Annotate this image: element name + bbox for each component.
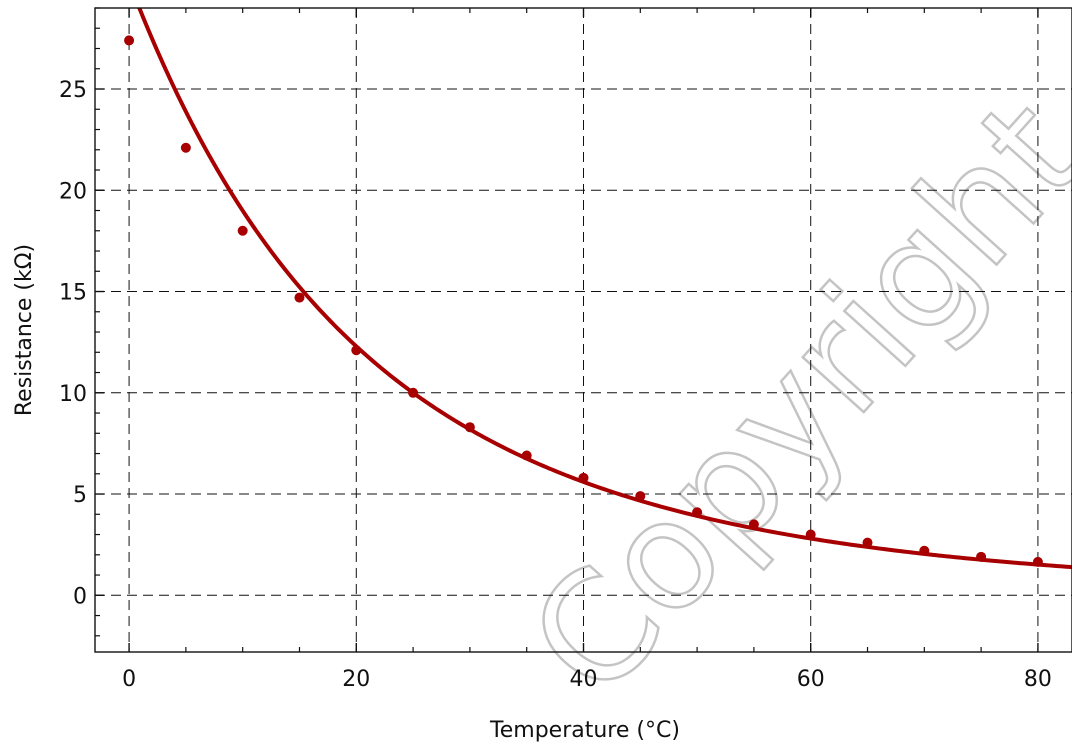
data-point [635,491,646,502]
x-tick-label: 20 [342,667,370,692]
y-tick-label: 20 [59,179,87,204]
x-tick-label: 0 [122,667,136,692]
data-point [351,345,362,356]
x-tick-label: 80 [1024,667,1052,692]
data-layer [124,8,1072,570]
data-point [237,225,248,236]
data-point [805,529,816,540]
data-point [748,519,759,530]
data-point [180,142,191,153]
ticks [95,7,1039,652]
y-axis-title: Resistance (kΩ) [12,244,37,416]
data-point [1032,556,1043,567]
data-point [692,507,703,518]
data-point [862,537,873,548]
data-point [976,551,987,562]
y-tick-label: 0 [73,584,87,609]
y-tick-label: 10 [59,382,87,407]
data-point [578,472,589,483]
grid [95,8,1072,652]
x-tick-label: 40 [570,667,598,692]
y-tick-label: 5 [73,483,87,508]
data-point [464,422,475,433]
data-point [521,450,532,461]
x-axis-title: Temperature (°C) [489,718,680,743]
tick-labels: 0 20 40 60 80 0 5 10 15 20 25 [59,78,1052,692]
y-tick-label: 15 [59,281,87,306]
data-point [408,387,419,398]
data-point [294,292,305,303]
data-point [124,35,135,46]
y-tick-label: 25 [59,78,87,103]
x-tick-label: 60 [797,667,825,692]
data-point [919,545,930,556]
